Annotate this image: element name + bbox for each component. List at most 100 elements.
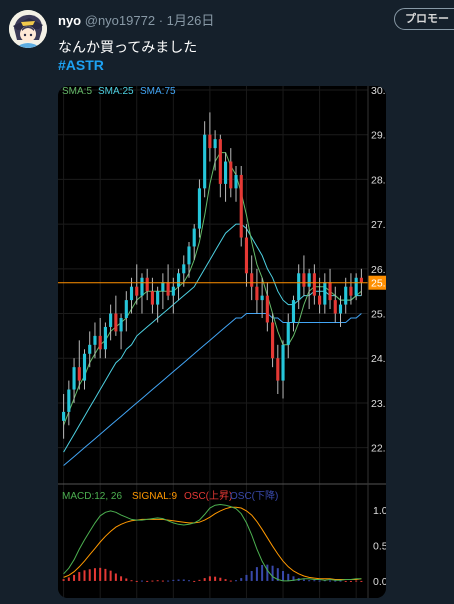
osc-bar (360, 580, 363, 582)
legend-item: SMA:5 (62, 86, 92, 97)
osc-bar (318, 580, 321, 582)
candle-body (67, 389, 71, 412)
candle-body (166, 282, 170, 296)
promote-button[interactable]: プロモー (394, 8, 454, 30)
osc-bar (339, 580, 342, 582)
osc-bar (302, 579, 305, 581)
macd-legend-item: SIGNAL:9 (132, 491, 177, 502)
tweet-text: なんか買ってみました (58, 39, 198, 55)
candle-body (98, 335, 102, 350)
osc-bar (235, 580, 238, 582)
candle-body (281, 344, 285, 381)
y-tick-label: 27.000 (371, 219, 386, 231)
display-name[interactable]: nyo (58, 13, 82, 28)
sma5-line (63, 152, 362, 426)
candle-body (312, 273, 316, 296)
osc-bar (287, 573, 290, 581)
candle-body (182, 264, 186, 274)
osc-bar (78, 572, 81, 581)
osc-bar (323, 580, 326, 582)
candle-body (218, 139, 222, 184)
osc-bar (130, 580, 133, 582)
macd-line (63, 503, 362, 582)
osc-bar (172, 579, 175, 581)
candle-body (77, 367, 81, 381)
legend-item: SMA:75 (140, 86, 176, 97)
sma25-line (63, 223, 362, 453)
candle-body (129, 286, 134, 301)
osc-bar (140, 580, 143, 582)
osc-bar (167, 580, 170, 582)
candle-body (250, 273, 254, 287)
osc-bar (187, 580, 190, 582)
macd-legend-item: OSC(上昇) (184, 490, 232, 502)
osc-bar (266, 564, 269, 581)
candle-body (244, 237, 249, 274)
candle-body (239, 174, 243, 238)
candle-body (203, 134, 207, 189)
osc-bar (208, 576, 211, 581)
candle-body (62, 411, 66, 421)
osc-bar (229, 580, 232, 582)
avatar[interactable] (9, 10, 47, 48)
candle-body (187, 246, 191, 265)
candle-body (197, 188, 202, 229)
osc-bar (250, 571, 253, 581)
chart-image[interactable]: 25.689 SMA:5 SMA:25 SMA:75 30.000 29.000 28.… (58, 86, 386, 598)
current-price-label: 25.689 (371, 278, 386, 290)
osc-bar (193, 580, 196, 582)
candle-body (307, 273, 311, 287)
candle-body (223, 161, 228, 184)
osc-bar (245, 574, 248, 581)
candle-body (291, 300, 296, 323)
hashtag-link[interactable]: #ASTR (58, 57, 104, 73)
osc-bar (292, 576, 295, 581)
candle-body (297, 273, 301, 301)
candle-body (302, 273, 306, 287)
candle-body (192, 228, 196, 247)
candle-body (156, 291, 160, 305)
candle-body (93, 335, 97, 345)
osc-bar (214, 576, 217, 581)
osc-bar (282, 571, 285, 581)
candle-body (338, 304, 343, 314)
candle-body (72, 367, 76, 390)
candle-body (234, 174, 238, 189)
current-price-tag (368, 275, 386, 290)
macd-tick-label: 0.000 (373, 576, 386, 588)
candle-body (255, 286, 259, 301)
macd-tick-label: 0.500 (373, 541, 386, 553)
candle-body (114, 313, 118, 332)
osc-bar (67, 577, 70, 581)
sma75-line (63, 313, 362, 466)
tweet-date[interactable]: 1月26日 (166, 13, 215, 28)
candle-body (135, 286, 139, 296)
candle-body (286, 322, 290, 345)
osc-bar (88, 569, 91, 581)
avatar-anime-character-icon (9, 10, 47, 48)
osc-bar (329, 580, 332, 582)
candle-body (213, 139, 217, 149)
candle-body (344, 286, 348, 305)
candle-body (176, 273, 181, 287)
candle-body (103, 326, 107, 350)
osc-bar (109, 570, 112, 581)
user-handle[interactable]: @nyo19772 (84, 13, 156, 28)
y-tick-label: 25.000 (371, 309, 386, 321)
osc-bar (114, 573, 117, 581)
osc-bar (219, 577, 222, 581)
osc-bar (177, 579, 180, 581)
osc-bar (104, 568, 107, 581)
candle-body (140, 277, 144, 296)
candle-body (333, 300, 337, 314)
osc-bar (182, 579, 185, 581)
osc-bar (355, 580, 358, 582)
osc-bar (120, 576, 123, 581)
osc-bar (349, 580, 352, 582)
header-separator: · (158, 13, 164, 28)
signal-line (63, 506, 362, 580)
candle-body (271, 322, 275, 359)
candle-body (323, 282, 327, 305)
osc-bar (344, 580, 347, 582)
stock-chart: 25.689 SMA:5 SMA:25 SMA:75 30.000 29.000 28.… (58, 86, 386, 598)
